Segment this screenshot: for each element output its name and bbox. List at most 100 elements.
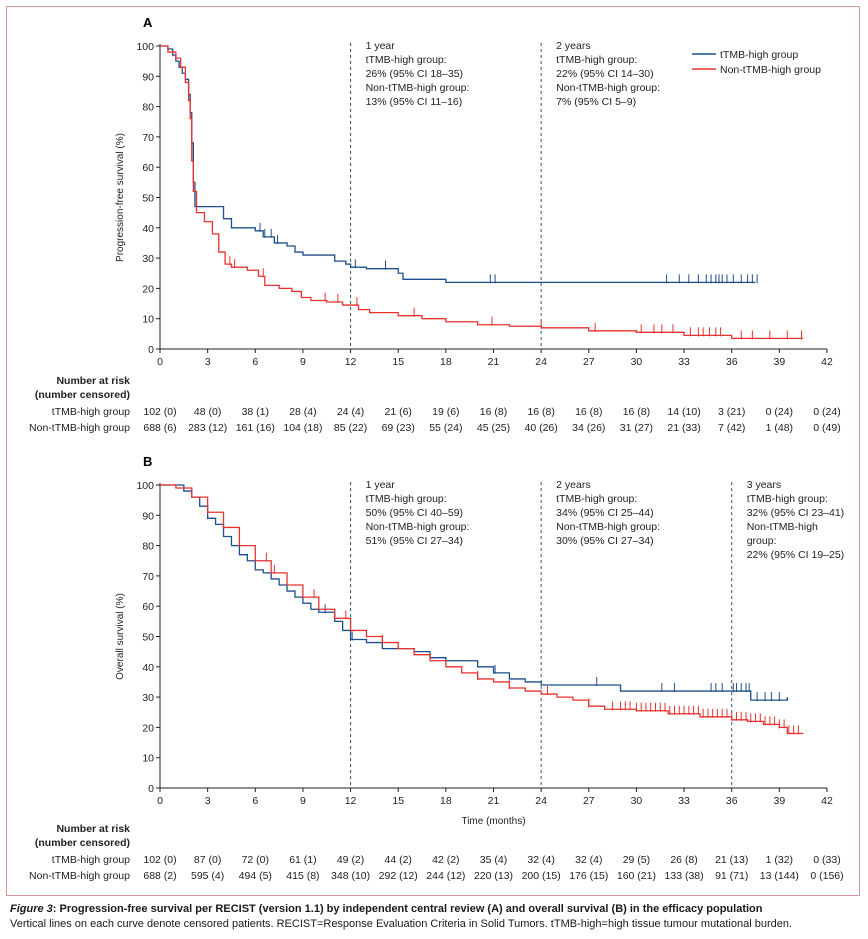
y-tick-label: 50 (142, 632, 154, 644)
risk-cell: 69 (23) (382, 422, 415, 434)
risk-cell: 0 (49) (813, 422, 840, 434)
annotation-text: tTMB-high group: (366, 54, 447, 66)
risk-cell: 200 (15) (522, 870, 561, 882)
annotation-text: 34% (95% CI 25–44) (556, 507, 653, 519)
annotation-text: Non-tTMB-high (747, 521, 818, 533)
risk-cell: 32 (4) (575, 854, 602, 866)
annotation-text: 30% (95% CI 27–34) (556, 535, 653, 547)
annotation-text: tTMB-high group: (366, 493, 447, 505)
risk-cell: 38 (1) (242, 406, 269, 418)
risk-cell: 0 (33) (813, 854, 840, 866)
risk-cell: 595 (4) (191, 870, 224, 882)
y-tick-label: 40 (142, 662, 154, 674)
x-tick-label: 24 (535, 356, 547, 368)
risk-cell: 21 (13) (715, 854, 748, 866)
x-tick-label: 39 (774, 795, 786, 807)
x-tick-label: 0 (157, 356, 163, 368)
x-tick-label: 21 (488, 356, 500, 368)
risk-cell: 0 (24) (813, 406, 840, 418)
y-tick-label: 30 (142, 253, 154, 265)
y-axis-title: Overall survival (%) (115, 593, 126, 680)
x-tick-label: 18 (440, 356, 452, 368)
risk-cell: 0 (156) (810, 870, 843, 882)
risk-cell: 688 (2) (143, 870, 176, 882)
annotation-text: Non-tTMB-high group: (556, 521, 660, 533)
risk-cell: 688 (6) (143, 422, 176, 434)
x-tick-label: 9 (300, 795, 306, 807)
annotation-text: 22% (95% CI 19–25) (747, 549, 844, 561)
x-tick-label: 30 (631, 356, 643, 368)
annotation-text: 2 years (556, 479, 590, 491)
x-tick-label: 21 (488, 795, 500, 807)
x-tick-label: 27 (583, 795, 595, 807)
risk-cell: 104 (18) (283, 422, 322, 434)
annotation-text: 2 years (556, 40, 590, 52)
risk-cell: 1 (32) (766, 854, 793, 866)
annotation-text: Non-tTMB-high group: (556, 82, 660, 94)
risk-table-title: (number censored) (35, 837, 130, 849)
x-tick-label: 15 (392, 795, 404, 807)
risk-row-label: Non-tTMB-high group (29, 870, 130, 882)
risk-cell: 26 (8) (670, 854, 697, 866)
risk-cell: 102 (0) (143, 854, 176, 866)
risk-cell: 1 (48) (766, 422, 793, 434)
risk-row-label: tTMB-high group (52, 854, 130, 866)
risk-cell: 14 (10) (667, 406, 700, 418)
x-tick-label: 24 (535, 795, 547, 807)
risk-cell: 102 (0) (143, 406, 176, 418)
risk-cell: 16 (8) (480, 406, 507, 418)
risk-cell: 29 (5) (623, 854, 650, 866)
y-tick-label: 40 (142, 223, 154, 235)
annotation-text: Non-tTMB-high group: (366, 521, 470, 533)
risk-cell: 161 (16) (236, 422, 275, 434)
risk-cell: 55 (24) (429, 422, 462, 434)
risk-cell: 160 (21) (617, 870, 656, 882)
x-tick-label: 39 (774, 356, 786, 368)
y-tick-label: 80 (142, 541, 154, 553)
risk-row-label: Non-tTMB-high group (29, 422, 130, 434)
risk-cell: 220 (13) (474, 870, 513, 882)
y-tick-label: 20 (142, 283, 154, 295)
risk-cell: 244 (12) (426, 870, 465, 882)
annotation-text: tTMB-high group: (556, 54, 637, 66)
risk-cell: 21 (6) (384, 406, 411, 418)
annotation-text: 32% (95% CI 23–41) (747, 507, 844, 519)
annotation-text: 50% (95% CI 40–59) (366, 507, 463, 519)
figure-frame (6, 6, 860, 896)
x-tick-label: 3 (205, 795, 211, 807)
risk-cell: 61 (1) (289, 854, 316, 866)
y-tick-label: 0 (148, 344, 154, 356)
caption-title: Figure 3: Progression-free survival per … (10, 902, 862, 917)
y-tick-label: 70 (142, 132, 154, 144)
y-tick-label: 30 (142, 692, 154, 704)
panel-label-b: B (143, 454, 152, 469)
x-tick-label: 6 (252, 356, 258, 368)
risk-cell: 21 (33) (667, 422, 700, 434)
risk-table-title: Number at risk (56, 823, 130, 835)
annotation-text: Non-tTMB-high group: (366, 82, 470, 94)
x-tick-label: 3 (205, 356, 211, 368)
series-line-tTMB-high (160, 484, 788, 701)
x-tick-label: 6 (252, 795, 258, 807)
x-tick-label: 36 (726, 795, 738, 807)
x-tick-label: 15 (392, 356, 404, 368)
annotation-text: 22% (95% CI 14–30) (556, 68, 653, 80)
risk-cell: 16 (8) (527, 406, 554, 418)
legend: tTMB-high group Non-tTMB-high group (692, 49, 821, 76)
risk-cell: 494 (5) (239, 870, 272, 882)
caption-figure-label: Figure 3 (10, 903, 53, 915)
risk-cell: 283 (12) (188, 422, 227, 434)
x-tick-label: 18 (440, 795, 452, 807)
y-tick-label: 20 (142, 722, 154, 734)
x-tick-label: 9 (300, 356, 306, 368)
legend-label-high: tTMB-high group (720, 49, 798, 61)
risk-cell: 42 (2) (432, 854, 459, 866)
x-tick-label: 0 (157, 795, 163, 807)
annotation-text: group: (747, 535, 777, 547)
x-tick-label: 42 (821, 356, 833, 368)
risk-cell: 24 (4) (337, 406, 364, 418)
x-tick-label: 30 (631, 795, 643, 807)
risk-cell: 28 (4) (289, 406, 316, 418)
risk-cell: 7 (42) (718, 422, 745, 434)
